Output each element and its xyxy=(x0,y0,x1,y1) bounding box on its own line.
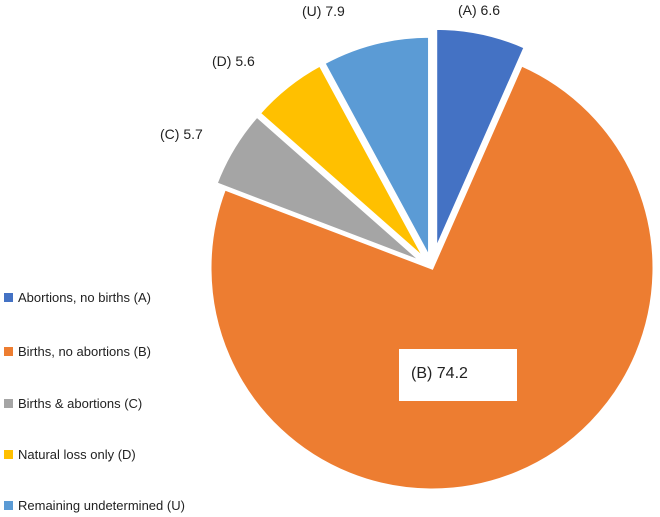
slice-label-a: (A) 6.6 xyxy=(458,2,500,18)
pie-slice-d xyxy=(257,62,428,262)
pie-slices xyxy=(208,26,656,492)
legend-swatch-u xyxy=(4,501,13,511)
pie-slice-a xyxy=(434,26,528,251)
slice-label-b: (B) 74.2 xyxy=(411,365,468,382)
legend-label-b: Births, no abortions (B) xyxy=(18,344,151,359)
slice-label-u: (U) 7.9 xyxy=(302,3,345,19)
legend-item-a: Abortions, no births (A) xyxy=(4,288,151,308)
legend-item-b: Births, no abortions (B) xyxy=(4,342,151,362)
pie-slice-u xyxy=(321,34,432,260)
slice-label-c: (C) 5.7 xyxy=(160,126,203,142)
legend-label-u: Remaining undetermined (U) xyxy=(18,498,185,513)
legend-item-d: Natural loss only (D) xyxy=(4,445,136,465)
slice-label-box-b: (B) 74.2 xyxy=(399,349,517,401)
slice-labels: (A) 6.6 (C) 5.7 (D) 5.6 (U) 7.9 xyxy=(160,2,500,142)
legend-label-d: Natural loss only (D) xyxy=(18,447,136,462)
pie-slice-c xyxy=(214,113,425,265)
legend-item-c: Births & abortions (C) xyxy=(4,394,142,414)
legend-item-u: Remaining undetermined (U) xyxy=(4,496,185,516)
legend-swatch-b xyxy=(4,347,13,357)
legend-swatch-c xyxy=(4,399,13,409)
legend-swatch-a xyxy=(4,293,13,303)
legend-swatch-d xyxy=(4,450,13,460)
legend-label-a: Abortions, no births (A) xyxy=(18,290,151,305)
pie-slice-b xyxy=(208,62,656,492)
legend-label-c: Births & abortions (C) xyxy=(18,396,143,411)
slice-label-d: (D) 5.6 xyxy=(212,53,255,69)
